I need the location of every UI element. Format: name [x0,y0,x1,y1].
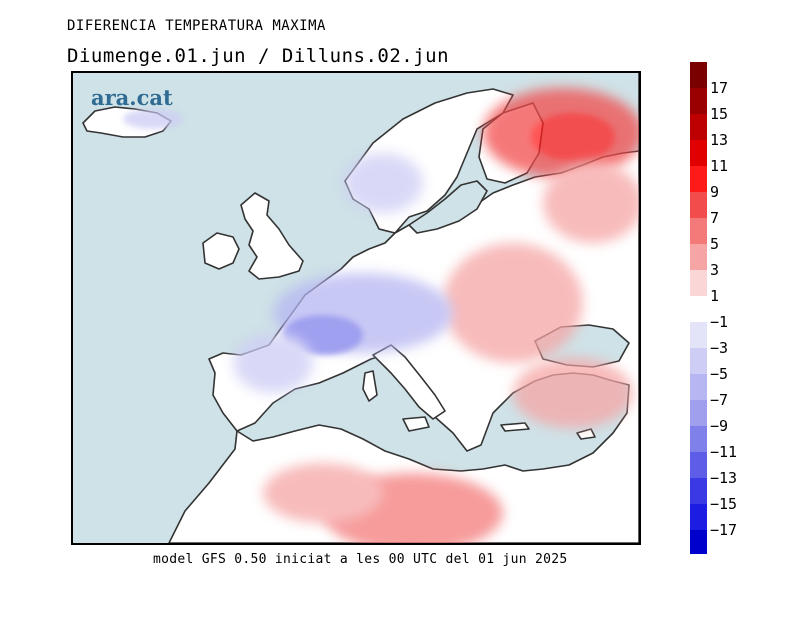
scale-swatch-positive [690,140,707,166]
scale-label: −7 [710,391,729,409]
anomaly-shading [123,88,639,543]
ireland [202,232,240,270]
warm-anomaly-balkans [443,243,583,363]
warm-core-russia [531,113,615,161]
scale-label: −15 [710,495,738,513]
scale-label: −3 [710,339,729,357]
scale-label: 13 [710,131,729,149]
scale-swatch-positive [690,218,707,244]
map-panel: ara.cat [71,71,641,545]
scale-swatch-negative [690,478,707,504]
model-run-caption: model GFS 0.50 iniciat a les 00 UTC del … [153,552,568,567]
scale-label: 11 [710,157,729,175]
scale-swatch-positive [690,88,707,114]
scale-swatch-positive [690,244,707,270]
cyprus [576,428,596,440]
scale-swatch-negative [690,348,707,374]
temperature-difference-map [73,73,639,543]
scale-label: 17 [710,79,729,97]
scale-swatch-positive [690,270,707,296]
scale-label: 5 [710,235,720,253]
great-britain [240,192,304,280]
crete [500,422,530,432]
scale-label: −11 [710,443,738,461]
warm-anomaly-algeria [263,463,383,523]
scale-swatch-negative [690,374,707,400]
scale-swatch-positive [690,62,707,88]
scale-label: 9 [710,183,720,201]
scale-label: 7 [710,209,720,227]
cool-anomaly-norway [343,153,423,213]
scale-label: −9 [710,417,729,435]
sardinia [362,370,378,402]
scale-label: 3 [710,261,720,279]
scale-label: −13 [710,469,738,487]
baltic-sea [408,180,488,234]
scale-swatch-negative [690,504,707,530]
scale-swatch-negative [690,400,707,426]
scale-label: 15 [710,105,729,123]
cool-anomaly-iceland [123,109,183,129]
logo: ara.cat [91,85,173,110]
scale-swatch-positive [690,192,707,218]
scale-swatch-negative [690,322,707,348]
scale-swatch-negative [690,426,707,452]
warm-anomaly-east [543,163,639,243]
italy [372,344,446,420]
cool-anomaly-iberia [233,333,313,393]
scale-swatch-negative [690,530,707,554]
scale-label: −1 [710,313,729,331]
scale-swatch-neutral [690,296,707,322]
warm-anomaly-turkey [513,358,633,428]
scale-label: −17 [710,521,738,539]
map-subtitle: Diumenge.01.jun / Dilluns.02.jun [67,45,450,67]
sicily [402,416,430,432]
scale-swatch-negative [690,452,707,478]
scale-label: −5 [710,365,729,383]
color-scale-bar [690,62,707,554]
scale-swatch-positive [690,114,707,140]
scale-swatch-positive [690,166,707,192]
map-title: DIFERENCIA TEMPERATURA MAXIMA [67,18,326,34]
scale-label: 1 [710,287,720,305]
